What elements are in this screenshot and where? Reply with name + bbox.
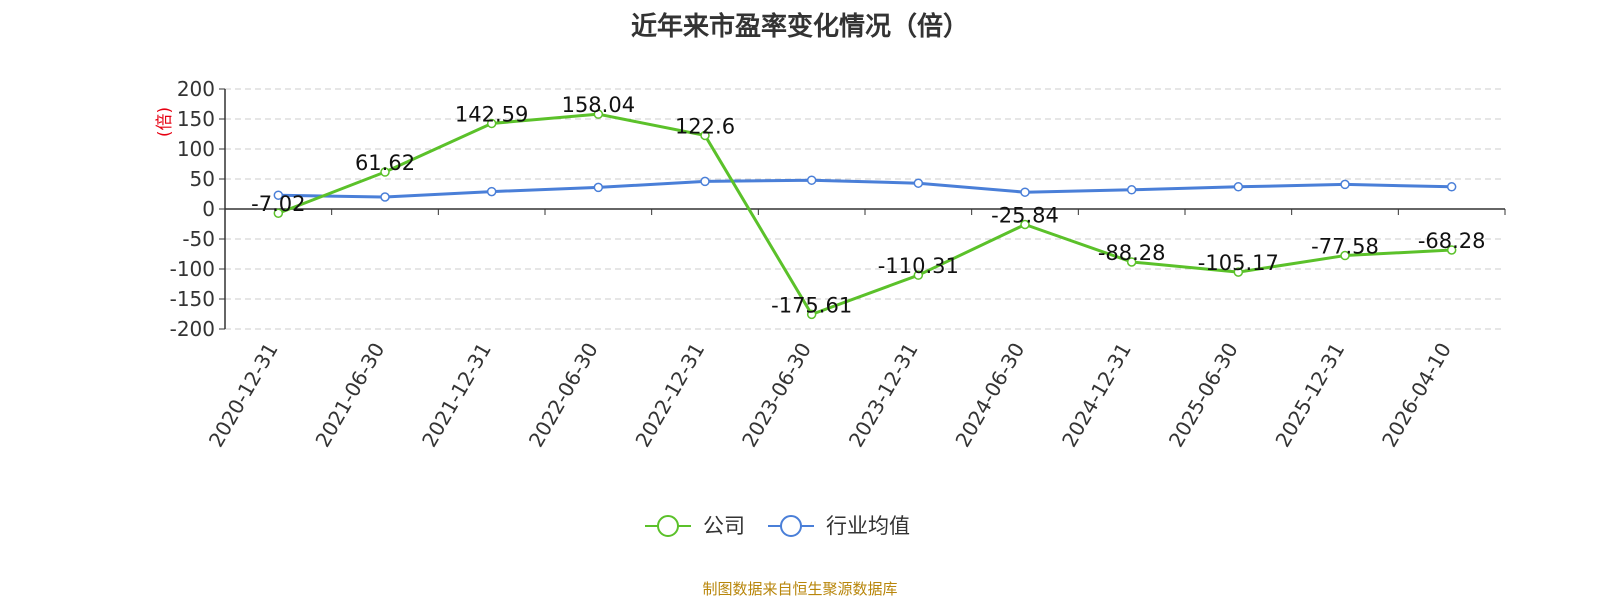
- y-tick-label: -150: [170, 287, 215, 311]
- data-point[interactable]: [913, 270, 924, 280]
- y-tick-label: 200: [177, 77, 215, 101]
- y-tick-label: -100: [170, 257, 215, 281]
- data-point[interactable]: [913, 178, 924, 188]
- y-axis-unit-label: (倍): [155, 107, 175, 137]
- chart-title: 近年来市盈率变化情况（倍）: [630, 12, 969, 42]
- data-point[interactable]: [700, 176, 710, 187]
- data-point[interactable]: [806, 175, 817, 185]
- y-tick-label: 50: [190, 167, 215, 191]
- x-tick-label: 2024-06-30: [950, 339, 1029, 452]
- legend[interactable]: 公司 行业均值: [645, 514, 910, 538]
- legend-item[interactable]: 行业均值: [768, 514, 910, 538]
- data-point[interactable]: [380, 192, 390, 202]
- x-tick-label: 2026-04-10: [1377, 339, 1456, 452]
- data-point[interactable]: [273, 190, 284, 200]
- x-tick-label: 2024-12-31: [1057, 339, 1136, 452]
- data-label: -25.84: [991, 204, 1059, 228]
- data-point[interactable]: [593, 109, 604, 119]
- source-note: 制图数据来自恒生聚源数据库: [702, 580, 898, 598]
- data-point[interactable]: [1126, 185, 1137, 195]
- x-tick-label: 2021-06-30: [310, 339, 389, 452]
- data-label: -175.61: [771, 293, 852, 317]
- series-lines: [273, 109, 1457, 320]
- data-label: -110.31: [878, 254, 959, 278]
- data-point[interactable]: [1233, 267, 1244, 277]
- data-point[interactable]: [1446, 245, 1457, 255]
- x-tick-label: 2025-12-31: [1270, 339, 1349, 452]
- data-label: 61.62: [355, 151, 415, 175]
- data-label: -105.17: [1198, 251, 1279, 275]
- data-point[interactable]: [1020, 187, 1030, 197]
- data-point[interactable]: [486, 118, 497, 129]
- data-point[interactable]: [593, 182, 604, 193]
- data-point[interactable]: [1233, 182, 1244, 192]
- data-label: 158.04: [562, 93, 635, 117]
- x-tick-label: 2023-06-30: [737, 339, 816, 452]
- data-point[interactable]: [700, 130, 710, 141]
- data-point[interactable]: [806, 309, 817, 320]
- data-point[interactable]: [380, 167, 390, 177]
- data-point[interactable]: [1340, 250, 1350, 261]
- legend-marker-icon: [780, 515, 802, 537]
- x-tick-label: 2021-12-31: [417, 338, 496, 451]
- x-tick-label: 2022-06-30: [524, 339, 603, 452]
- legend-item[interactable]: 公司: [645, 514, 745, 538]
- data-point[interactable]: [1126, 257, 1137, 267]
- data-point[interactable]: [1446, 182, 1457, 192]
- legend-label: 行业均值: [826, 514, 910, 538]
- data-point[interactable]: [486, 186, 497, 197]
- legend-label: 公司: [703, 514, 745, 538]
- data-label: -68.28: [1418, 229, 1486, 253]
- data-label: 142.59: [455, 102, 528, 126]
- x-tick-label: 2020-12-31: [204, 339, 283, 452]
- data-label: -88.28: [1098, 241, 1166, 265]
- series-line: [278, 178, 1452, 199]
- x-tick-label: 2022-12-31: [630, 339, 709, 452]
- data-label: -77.58: [1311, 235, 1379, 259]
- y-tick-label: 100: [177, 137, 215, 161]
- data-point[interactable]: [1020, 219, 1030, 230]
- y-tick-label: 0: [202, 197, 215, 221]
- data-label: -7.02: [251, 192, 305, 216]
- data-label: 122.6: [675, 114, 735, 138]
- y-tick-label: -200: [170, 317, 215, 341]
- legend-marker-icon: [657, 515, 679, 537]
- series-line: [277, 112, 1452, 316]
- x-tick-label: 2023-12-31: [844, 338, 923, 451]
- x-tick-label: 2025-06-30: [1164, 339, 1243, 452]
- y-tick-label: 150: [177, 107, 215, 131]
- data-labels: -7.02 61.62 142.59 158.04 122.6 -175.61 -110.3…: [251, 93, 1485, 317]
- y-tick-label: -50: [182, 227, 215, 251]
- data-point[interactable]: [273, 208, 284, 218]
- data-point[interactable]: [1340, 179, 1350, 190]
